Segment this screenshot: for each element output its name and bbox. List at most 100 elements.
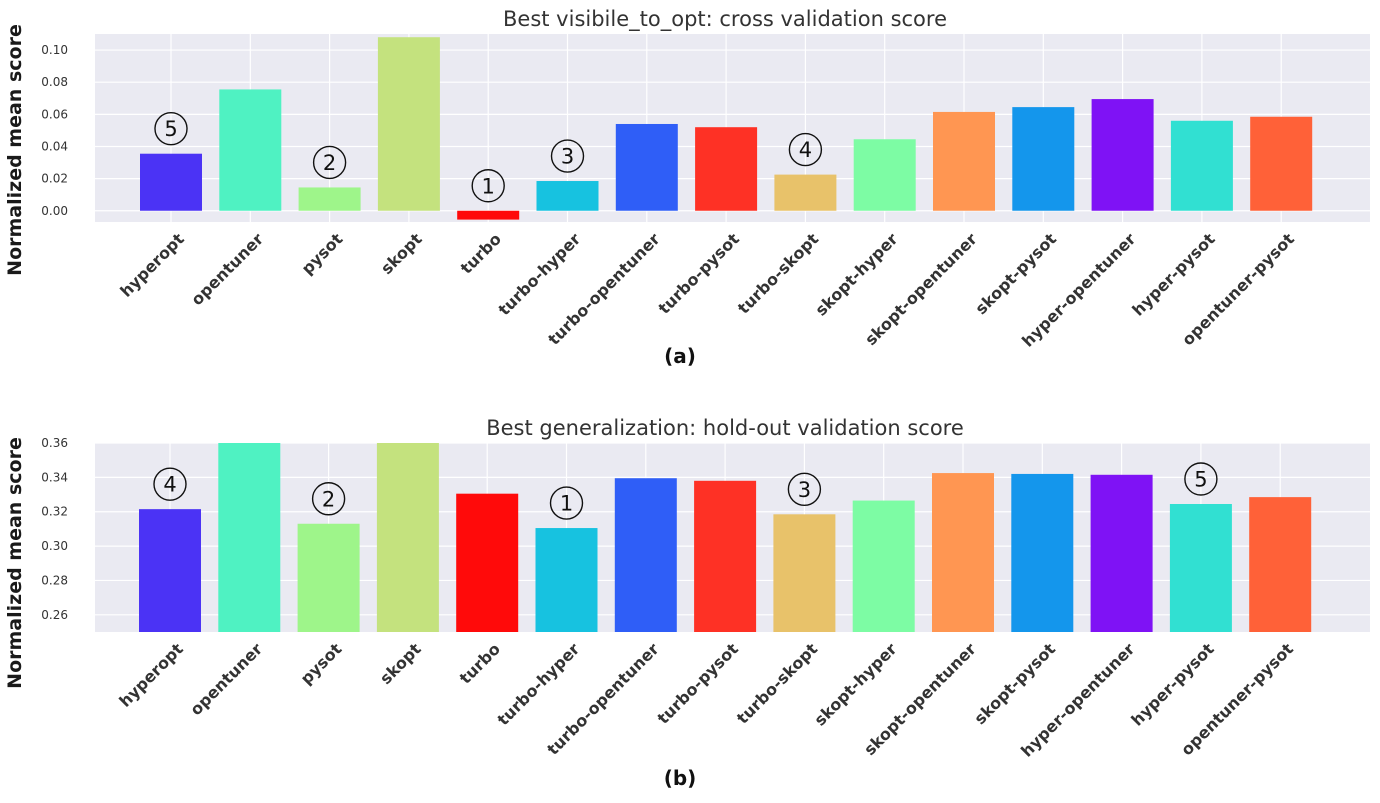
rank-circle [153, 467, 187, 501]
y-tick-label: 0.08 [41, 75, 68, 89]
x-tick-labels-1: hyperopt opentuner pysot skopt turboturbo-hy… [115, 639, 1297, 761]
x-tick-label: skopt-hyper [811, 229, 901, 319]
x-tick-label: turbo-skopt [734, 229, 823, 318]
x-tick-label: turbo-pysot [653, 639, 742, 728]
y-tick-label: 0.36 [41, 436, 68, 450]
rank-number: 2 [322, 487, 335, 511]
rank-annotation: 2 [312, 145, 347, 180]
rank-annotation: 3 [787, 472, 822, 507]
chart-a-title: Best visibile_to_opt: cross validation s… [503, 7, 947, 32]
rank-circle [471, 169, 505, 203]
bar-opentuner [219, 89, 282, 211]
rank-annotation: 5 [1184, 462, 1218, 496]
y-tick-label: 0.26 [41, 608, 68, 622]
rank-circle [154, 112, 188, 146]
bar-turbo-hyper [535, 528, 598, 632]
bar-skopt-pysot [1011, 473, 1074, 632]
rank-annotation: 4 [153, 467, 187, 501]
x-tick-label: pysot [297, 639, 346, 688]
rank-number: 3 [561, 145, 574, 169]
bar-turbo-pysot [694, 480, 757, 632]
rank-circle [1184, 462, 1218, 496]
rank-annotation: 5 [154, 112, 188, 146]
bar-turbo-skopt [773, 514, 836, 632]
rank-circle [311, 482, 346, 516]
chart-a-caption: (a) [664, 344, 696, 368]
bar-turbo-skopt [774, 174, 837, 211]
bar-skopt-opentuner [933, 111, 995, 211]
x-tick-label: pysot [298, 229, 347, 278]
bar-skopt [377, 37, 440, 211]
y-tick-label: 0.28 [41, 573, 68, 587]
bar-hyper-pysot [1170, 120, 1233, 211]
rank-annotation: 4 [788, 132, 823, 167]
bar-pysot [298, 187, 361, 211]
bar-skopt-hyper [853, 139, 916, 211]
rank-number: 3 [798, 478, 811, 502]
y-tick-label: 0.34 [41, 470, 68, 484]
bar-turbo-opentuner [614, 478, 677, 632]
rank-number: 5 [164, 117, 177, 141]
rank-annotation: 2 [311, 482, 346, 516]
bar-opentuner-pysot [1250, 116, 1313, 211]
rank-annotation: 1 [549, 486, 584, 520]
y-tick-label: 0.00 [41, 204, 68, 218]
bar-turbo-hyper [536, 181, 599, 211]
x-tick-label: turbo [456, 639, 504, 687]
chart-b-ylabel: Normalized mean score [4, 437, 26, 689]
rank-annotation: 3 [550, 139, 585, 173]
x-tick-label: opentuner [187, 229, 267, 309]
bar-turbo-pysot [695, 127, 758, 211]
x-tick-labels-0: hyperopt opentuner pysot skopt turboturbo-hy… [116, 229, 1298, 351]
rank-circle [312, 145, 347, 180]
chart-b: 0.26 0.28 0.30 0.32 0.34 0.36 1 2 3 4 5 Best gener… [4, 416, 1370, 790]
x-tick-label: skopt [377, 229, 426, 278]
x-tick-label: hyper-pysot [1128, 229, 1219, 320]
rank-number: 4 [163, 473, 176, 497]
bar-skopt-opentuner [932, 473, 994, 632]
rank-circle [787, 472, 822, 507]
chart-a: 0.00 0.02 0.04 0.06 0.08 0.10 1 2 3 4 5 Best visib… [4, 7, 1370, 368]
bar-hyperopt [140, 153, 202, 211]
chart-a-ylabel: Normalized mean score [4, 24, 26, 276]
y-tick-label: 0.02 [41, 172, 68, 186]
x-tick-label: skopt-hyper [810, 639, 900, 729]
x-tick-label: turbo [457, 229, 505, 277]
x-tick-label: turbo-pysot [654, 229, 743, 318]
rank-number: 1 [482, 174, 495, 198]
x-tick-label: skopt [376, 639, 425, 688]
bar-skopt-pysot [1012, 107, 1075, 211]
x-tick-label: hyperopt [115, 639, 187, 711]
x-tick-label: hyperopt [116, 229, 188, 301]
rank-number: 5 [1194, 467, 1207, 491]
bar-hyper-pysot [1169, 503, 1232, 632]
bar-hyperopt [139, 509, 201, 632]
chart-b-caption: (b) [664, 766, 697, 790]
plot-area-0: 0.00 0.02 0.04 0.06 0.08 0.10 1 2 3 4 5 [41, 34, 1370, 222]
bar-hyper-opentuner [1090, 474, 1153, 632]
rank-number: 2 [323, 151, 336, 175]
y-tick-label: 0.10 [41, 43, 68, 57]
rank-circle [788, 132, 823, 167]
plot-area-1: 0.26 0.28 0.30 0.32 0.34 0.36 1 2 3 4 5 [41, 436, 1370, 632]
bar-pysot [297, 523, 360, 632]
rank-circle [549, 486, 584, 520]
y-tick-label: 0.04 [41, 139, 68, 153]
bar-skopt [376, 443, 439, 632]
x-tick-label: skopt-pysot [970, 639, 1059, 728]
chart-b-title: Best generalization: hold-out validation… [486, 416, 964, 440]
bar-turbo [456, 493, 519, 632]
x-tick-label: turbo-skopt [733, 639, 822, 728]
rank-circle [550, 139, 585, 173]
bar-turbo [457, 210, 520, 220]
rank-number: 4 [799, 138, 812, 162]
x-tick-label: hyper-pysot [1127, 639, 1218, 730]
y-tick-label: 0.32 [41, 505, 68, 519]
bar-hyper-opentuner [1091, 99, 1154, 211]
x-tick-label: opentuner [186, 639, 266, 719]
y-tick-label: 0.06 [41, 107, 68, 121]
x-tick-label: turbo-hyper [495, 229, 585, 319]
bar-opentuner [218, 443, 281, 632]
bar-turbo-opentuner [615, 123, 678, 211]
